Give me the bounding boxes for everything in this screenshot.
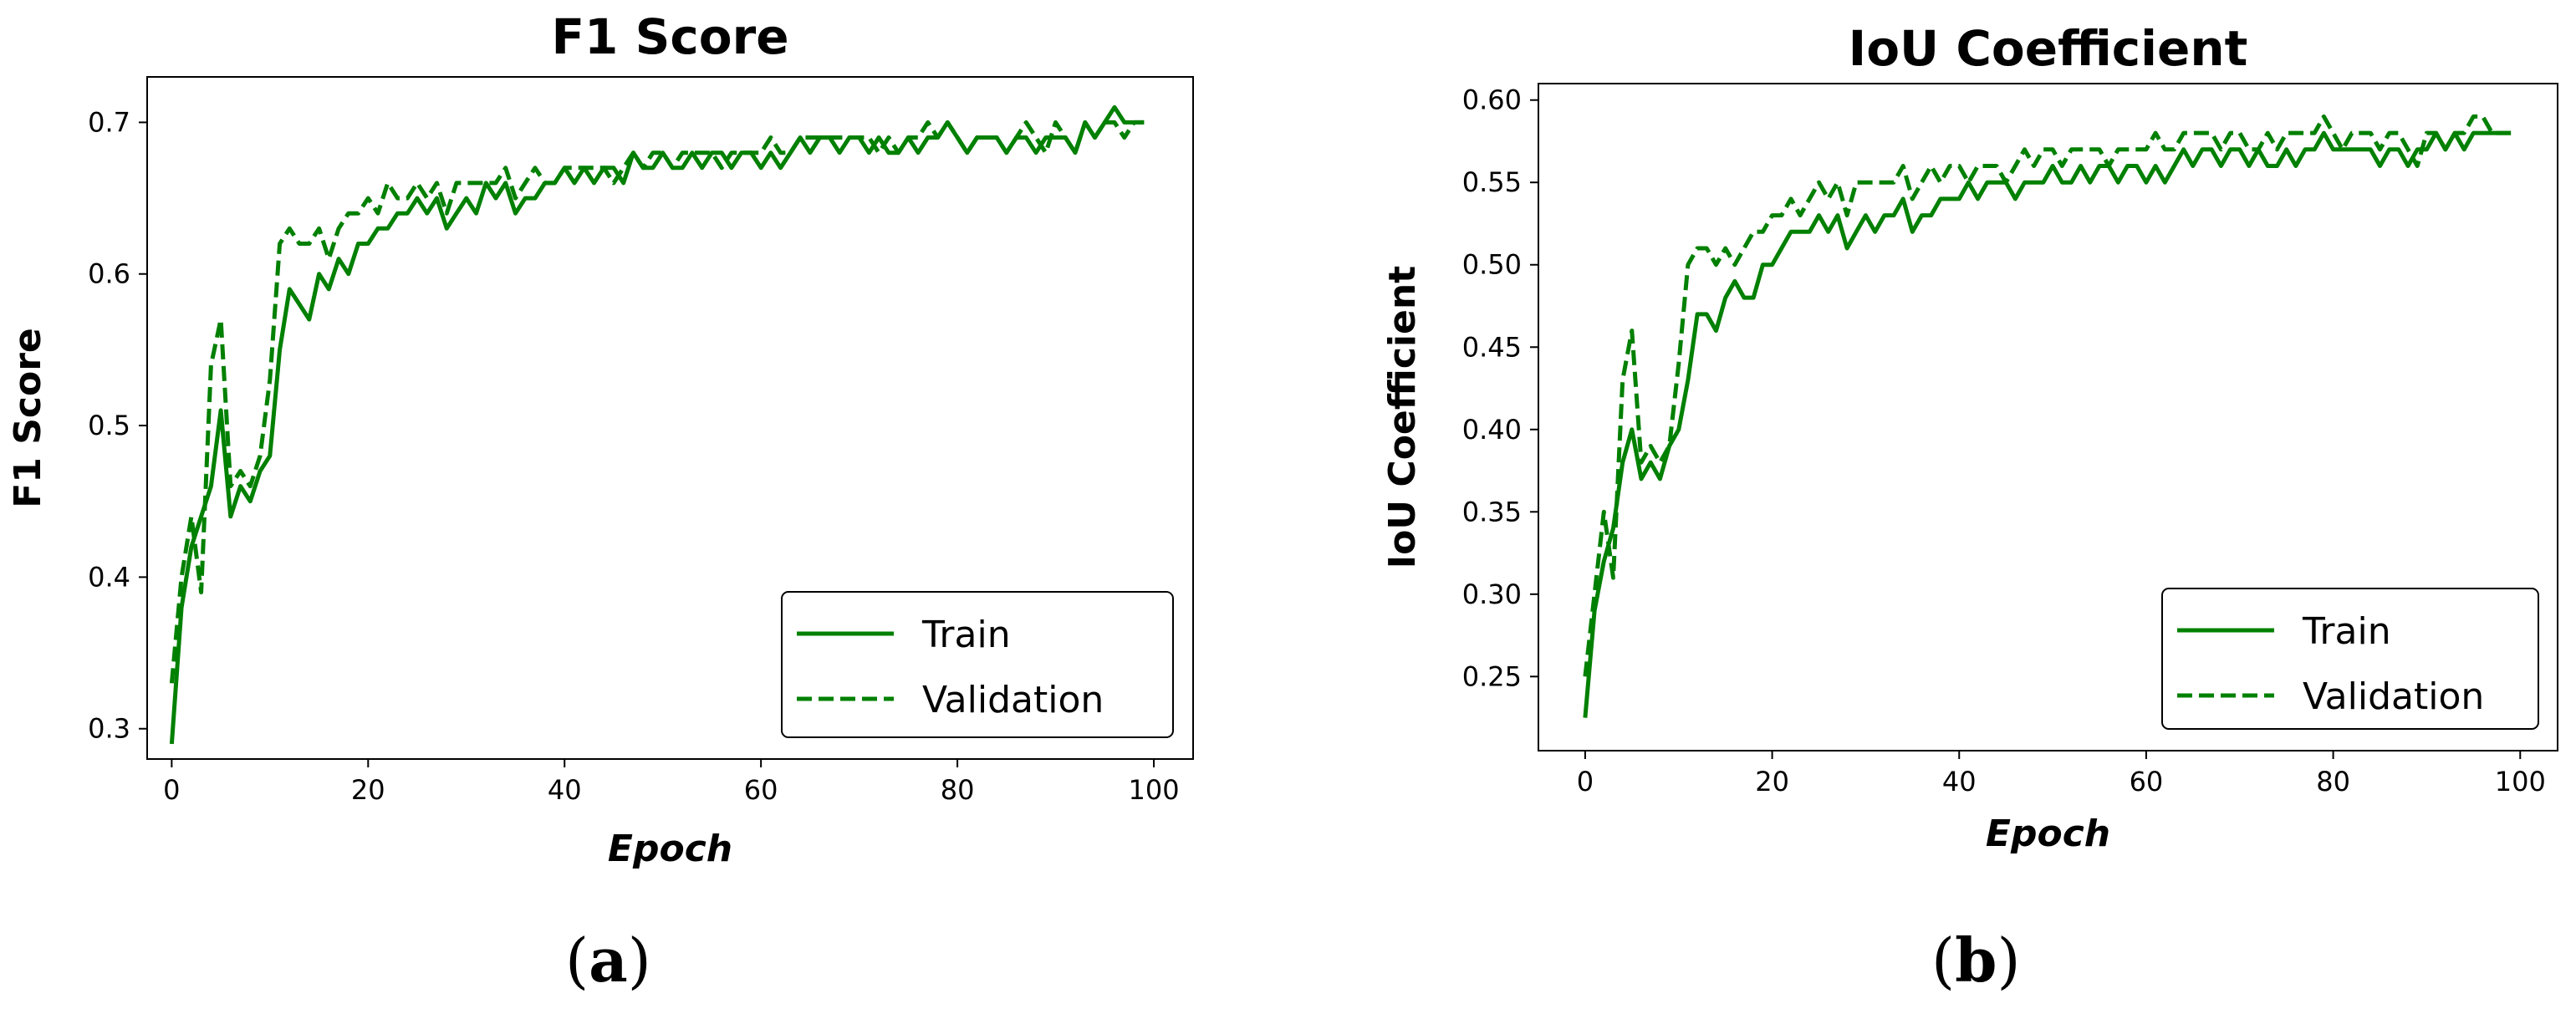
x-tick-label-iou: 60 [2130,766,2164,797]
series-line-validation-f1 [169,120,1145,684]
legend-f1: Train Validation [781,591,1174,738]
plot-frame-f1 [146,76,1194,760]
y-tick-label-iou: 0.40 [1462,414,1522,446]
chart-title-f1: F1 Score [551,8,788,65]
legend-box-f1 [781,591,1174,738]
y-tick-label-iou: 0.35 [1462,496,1522,527]
x-tick-label-iou: 100 [2495,766,2546,797]
y-tick-label-f1: 0.7 [88,106,130,138]
legend-label-train-f1: Train [921,614,1011,656]
x-tick-label-iou: 20 [1755,766,1789,797]
legend-label-train-iou: Train [2302,610,2391,653]
y-tick-label-f1: 0.4 [88,561,130,593]
y-tick-label-f1: 0.6 [88,258,130,290]
y-tick-label-iou: 0.50 [1462,249,1522,281]
series-line-train-iou [1583,130,2512,718]
chart-f1: 0 20 40 60 80 100 0.3 0.4 0.5 0.6 0.7 F1 Score Epoch… [7,8,1194,870]
x-tick-label-f1: 20 [351,774,385,806]
x-tick-label-iou: 0 [1577,766,1594,797]
panel-label-a: (a) [565,925,651,996]
y-tick-label-iou: 0.45 [1462,331,1522,363]
panel-label-a-letter: a [589,925,628,996]
legend-iou: Train Validation [2161,588,2539,730]
y-tick-label-iou: 0.60 [1462,84,1522,116]
series-line-validation-iou [1583,114,2512,677]
y-axis-label-f1: F1 Score [7,328,49,508]
legend-label-validation-f1: Validation [922,679,1104,721]
x-axis-label-iou: Epoch [1986,813,2110,855]
y-tick-label-f1: 0.5 [88,410,130,441]
series-line-train-f1 [169,104,1145,745]
y-axis-label-iou: IoU Coefficient [1381,266,1424,568]
x-tick-label-f1: 0 [163,774,180,806]
x-tick-label-iou: 40 [1942,766,1977,797]
y-tick-label-iou: 0.30 [1462,578,1522,610]
x-tick-label-f1: 60 [744,774,778,806]
panel-label-b: (b) [1931,925,2021,996]
plot-frame-iou [1538,83,2558,752]
y-tick-label-iou: 0.55 [1462,166,1522,198]
chart-title-iou: IoU Coefficient [1849,20,2248,77]
x-tick-label-iou: 80 [2316,766,2350,797]
x-tick-label-f1: 80 [941,774,975,806]
x-tick-label-f1: 100 [1128,774,1179,806]
panel-label-b-letter: b [1955,925,1997,996]
x-tick-label-f1: 40 [548,774,582,806]
legend-label-validation-iou: Validation [2303,675,2484,718]
y-tick-label-iou: 0.25 [1462,660,1522,692]
y-tick-label-f1: 0.3 [88,713,130,745]
x-axis-label-f1: Epoch [608,828,732,870]
chart-iou: 0 20 40 60 80 100 0.25 0.30 0.35 0.40 0.45 0.50 0.55… [1381,20,2558,855]
